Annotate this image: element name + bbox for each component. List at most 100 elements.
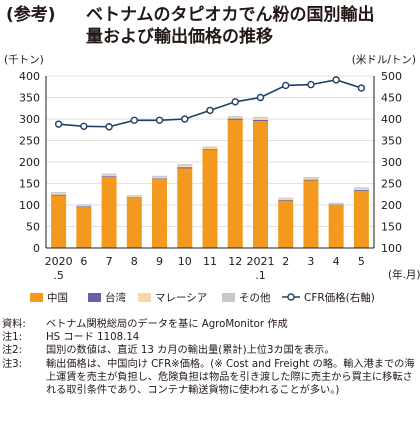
price-line-group: [54, 76, 366, 131]
x-tick-label: 4: [333, 255, 340, 268]
bar-segment: [51, 195, 67, 248]
x-tick-label: 8: [131, 255, 138, 268]
bar-segment: [202, 147, 218, 150]
bar-segment: [126, 195, 142, 198]
x-axis-unit: (年.月): [388, 268, 420, 281]
bar-segment: [126, 198, 142, 248]
bar-segment: [252, 121, 268, 248]
right-tick-label: 500: [381, 70, 402, 83]
bar-segment: [51, 193, 67, 195]
right-tick-label: 200: [381, 199, 402, 212]
note-text: ベトナム関税総局のデータを基に AgroMonitor 作成: [46, 319, 288, 330]
legend-swatch: [30, 293, 43, 302]
price-point: [206, 106, 214, 115]
x-tick-label: 10: [178, 255, 192, 268]
left-tick-label: 50: [26, 221, 40, 234]
legend-swatch: [88, 293, 101, 302]
bar-segment: [227, 115, 243, 118]
note-row: 注3: 輸出価格は、中国向け CFR※価格。(※ Cost and Freight…: [2, 358, 418, 398]
note-row: 資料: ベトナム関税総局のデータを基に AgroMonitor 作成: [2, 318, 418, 331]
bar-segment: [51, 194, 67, 196]
bar-segment: [227, 119, 243, 248]
price-point: [307, 80, 315, 89]
bar-segment: [353, 190, 369, 248]
x-tick-label: 3: [307, 255, 314, 268]
price-point: [155, 116, 164, 124]
left-tick-label: 250: [19, 135, 40, 148]
title-line-1: ベトナムのタピオカでん粉の国別輸出: [86, 5, 375, 25]
left-axis-unit: (千トン): [4, 54, 44, 66]
right-tick-label: 100: [381, 242, 402, 255]
note-text: 輸出価格は、中国向け CFR※価格。(※ Cost and Freight の略…: [46, 358, 415, 397]
bar-segment: [152, 178, 168, 180]
bar-segment: [202, 146, 218, 148]
bar-segment: [252, 119, 268, 122]
bar-segment: [126, 197, 142, 199]
bar-segment: [101, 174, 117, 177]
left-tick-label: 100: [19, 199, 40, 212]
x-tick-label: .1: [255, 269, 266, 282]
axes: [45, 76, 375, 249]
price-line: [58, 79, 362, 128]
price-point: [357, 84, 366, 92]
legend-label: 中国: [47, 291, 68, 304]
x-tick-label: 5: [358, 255, 365, 268]
x-tick-label: 2021: [246, 255, 274, 268]
notes-section: 資料: ベトナム関税総局のデータを基に AgroMonitor 作成 注1: HS コ…: [2, 318, 418, 397]
bar-segment: [177, 167, 193, 169]
x-tick-label: 2020: [45, 255, 73, 268]
bar-segment: [278, 199, 294, 201]
bar-segment: [353, 189, 369, 191]
bar-segment: [303, 178, 319, 180]
note-label: 資料:: [2, 319, 26, 330]
bar-segment: [76, 205, 92, 207]
price-point: [332, 76, 340, 84]
bar-segment: [177, 164, 193, 166]
x-tick-label: 7: [106, 255, 113, 268]
bar-segment: [152, 177, 168, 179]
bar-segment: [278, 198, 294, 200]
bar-segment: [303, 177, 319, 179]
right-tick-label: 300: [381, 156, 402, 169]
left-tick-label: 0: [33, 242, 40, 255]
note-text: HS コード 1108.14: [46, 332, 140, 344]
bar-segment: [76, 207, 92, 248]
x-tick-label: 6: [80, 255, 87, 268]
x-tick-label: 9: [156, 255, 163, 268]
note-row: 注2: 国別の数値は、直近 13 カ月の輸出量(累計)上位3カ国を表示。: [2, 344, 418, 357]
price-point: [181, 115, 189, 123]
legend-label: CFR価格(右軸): [304, 291, 375, 304]
title-prefix: (参考): [6, 5, 56, 25]
right-tick-label: 150: [381, 221, 402, 234]
bar-group: [51, 115, 369, 248]
bar-segment: [76, 206, 92, 208]
axis-labels: 0 50 100 150 200 250 300 350 400 100 150 200 250 300 3…: [19, 70, 402, 282]
bar-segment: [278, 200, 294, 248]
bar-segment: [152, 175, 168, 178]
chart-title: (参考) ベトナムのタピオカでん粉の国別輸出 量および輸出価格の推移: [6, 4, 416, 48]
left-tick-label: 400: [19, 70, 40, 83]
bar-segment: [278, 197, 294, 199]
bar-segment: [51, 192, 67, 194]
left-tick-label: 300: [19, 113, 40, 126]
x-tick-label: .5: [53, 269, 64, 282]
bar-segment: [328, 202, 344, 204]
legend: 中国 台湾 マレーシア その他 CFR価格(右軸): [30, 291, 375, 304]
bar-segment: [101, 176, 117, 178]
x-tick-label: 12: [228, 255, 242, 268]
bar-segment: [177, 168, 193, 248]
bar-segment: [202, 149, 218, 248]
note-label: 注3:: [2, 358, 23, 370]
note-label: 注2:: [2, 345, 23, 357]
legend-label: 台湾: [105, 291, 126, 304]
bar-segment: [353, 188, 369, 190]
right-axis-unit: (米ドル/トン): [352, 54, 416, 66]
note-text: 国別の数値は、直近 13 カ月の輸出量(累計)上位3カ国を表示。: [46, 345, 335, 357]
title-line-2: 量および輸出価格の推移: [86, 27, 273, 47]
price-point: [231, 98, 239, 106]
right-tick-label: 250: [381, 178, 402, 191]
bar-segment: [328, 203, 344, 205]
right-tick-label: 400: [381, 113, 402, 126]
price-point: [256, 93, 265, 102]
legend-label: その他: [239, 291, 271, 304]
